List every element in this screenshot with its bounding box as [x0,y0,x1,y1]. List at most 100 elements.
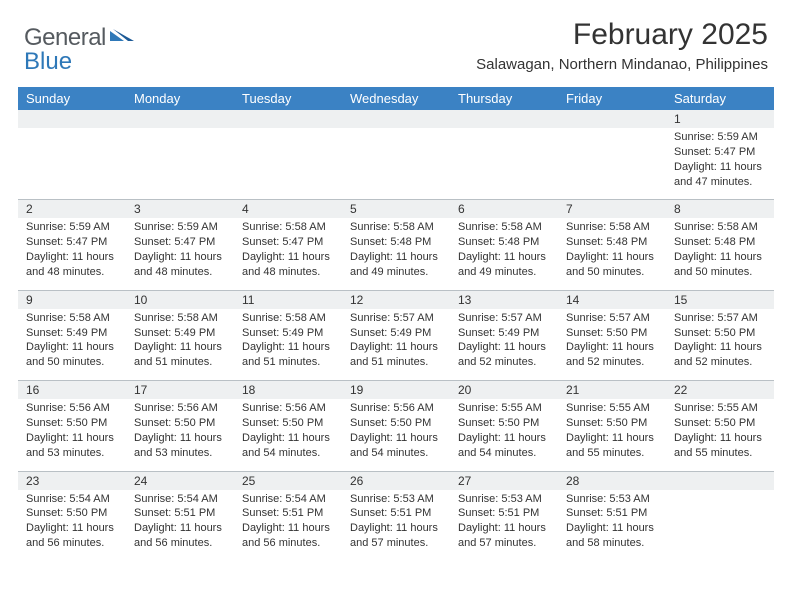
daylight-line: Daylight: 11 hours and 51 minutes. [134,340,226,370]
day-info-cell [126,128,234,200]
sunset-line: Sunset: 5:47 PM [26,235,118,250]
day-header: Friday [558,87,666,110]
day-info-cell: Sunrise: 5:58 AMSunset: 5:48 PMDaylight:… [450,218,558,290]
day-info-cell: Sunrise: 5:55 AMSunset: 5:50 PMDaylight:… [666,399,774,471]
daylight-line: Daylight: 11 hours and 58 minutes. [566,521,658,551]
sunrise-line: Sunrise: 5:59 AM [26,220,118,235]
day-info-cell: Sunrise: 5:53 AMSunset: 5:51 PMDaylight:… [450,490,558,561]
day-info-cell: Sunrise: 5:57 AMSunset: 5:49 PMDaylight:… [342,309,450,381]
daylight-line: Daylight: 11 hours and 51 minutes. [350,340,442,370]
brand-logo: General [24,18,136,52]
daynum-row: 16171819202122 [18,381,774,400]
daylight-line: Daylight: 11 hours and 56 minutes. [242,521,334,551]
day-number-cell: 6 [450,200,558,219]
daylight-line: Daylight: 11 hours and 53 minutes. [26,431,118,461]
day-info-cell: Sunrise: 5:59 AMSunset: 5:47 PMDaylight:… [666,128,774,200]
day-header-row: Sunday Monday Tuesday Wednesday Thursday… [18,87,774,110]
sunrise-line: Sunrise: 5:56 AM [242,401,334,416]
day-info-cell [450,128,558,200]
sunset-line: Sunset: 5:51 PM [242,506,334,521]
dayinfo-row: Sunrise: 5:54 AMSunset: 5:50 PMDaylight:… [18,490,774,561]
daylight-line: Daylight: 11 hours and 47 minutes. [674,160,766,190]
brand-mark-icon [110,25,134,46]
day-info-cell: Sunrise: 5:58 AMSunset: 5:49 PMDaylight:… [18,309,126,381]
day-number-cell: 16 [18,381,126,400]
daynum-row: 9101112131415 [18,290,774,309]
sunset-line: Sunset: 5:50 PM [242,416,334,431]
day-info-cell: Sunrise: 5:58 AMSunset: 5:48 PMDaylight:… [342,218,450,290]
sunrise-line: Sunrise: 5:56 AM [26,401,118,416]
day-number-cell: 27 [450,471,558,490]
day-number-cell: 24 [126,471,234,490]
day-info-cell: Sunrise: 5:55 AMSunset: 5:50 PMDaylight:… [450,399,558,471]
daynum-row: 232425262728 [18,471,774,490]
sunrise-line: Sunrise: 5:59 AM [674,130,766,145]
day-number-cell: 23 [18,471,126,490]
day-number-cell [234,110,342,128]
day-number-cell: 17 [126,381,234,400]
daylight-line: Daylight: 11 hours and 54 minutes. [242,431,334,461]
day-number-cell: 1 [666,110,774,128]
day-info-cell: Sunrise: 5:53 AMSunset: 5:51 PMDaylight:… [342,490,450,561]
daynum-row: 1 [18,110,774,128]
day-number-cell: 12 [342,290,450,309]
day-number-cell: 20 [450,381,558,400]
sunset-line: Sunset: 5:50 PM [674,416,766,431]
day-number-cell: 2 [18,200,126,219]
calendar-body: 1Sunrise: 5:59 AMSunset: 5:47 PMDaylight… [18,110,774,561]
sunset-line: Sunset: 5:50 PM [458,416,550,431]
sunrise-line: Sunrise: 5:53 AM [350,492,442,507]
day-info-cell: Sunrise: 5:58 AMSunset: 5:49 PMDaylight:… [126,309,234,381]
day-number-cell [666,471,774,490]
daylight-line: Daylight: 11 hours and 51 minutes. [242,340,334,370]
sunset-line: Sunset: 5:47 PM [674,145,766,160]
day-number-cell: 13 [450,290,558,309]
day-number-cell [18,110,126,128]
location-subtitle: Salawagan, Northern Mindanao, Philippine… [476,56,768,73]
day-header: Sunday [18,87,126,110]
dayinfo-row: Sunrise: 5:59 AMSunset: 5:47 PMDaylight:… [18,218,774,290]
day-info-cell [234,128,342,200]
day-info-cell: Sunrise: 5:57 AMSunset: 5:50 PMDaylight:… [558,309,666,381]
dayinfo-row: Sunrise: 5:58 AMSunset: 5:49 PMDaylight:… [18,309,774,381]
sunrise-line: Sunrise: 5:55 AM [458,401,550,416]
day-number-cell: 25 [234,471,342,490]
sunrise-line: Sunrise: 5:53 AM [458,492,550,507]
sunset-line: Sunset: 5:48 PM [458,235,550,250]
sunrise-line: Sunrise: 5:58 AM [242,311,334,326]
sunset-line: Sunset: 5:49 PM [134,326,226,341]
day-info-cell: Sunrise: 5:59 AMSunset: 5:47 PMDaylight:… [18,218,126,290]
brand-part2: Blue [24,48,72,76]
sunset-line: Sunset: 5:49 PM [458,326,550,341]
sunset-line: Sunset: 5:49 PM [242,326,334,341]
day-info-cell [342,128,450,200]
day-info-cell: Sunrise: 5:58 AMSunset: 5:47 PMDaylight:… [234,218,342,290]
month-title: February 2025 [476,18,768,52]
page-header: General February 2025 Salawagan, Norther… [0,0,792,79]
daylight-line: Daylight: 11 hours and 56 minutes. [26,521,118,551]
day-info-cell: Sunrise: 5:59 AMSunset: 5:47 PMDaylight:… [126,218,234,290]
daylight-line: Daylight: 11 hours and 55 minutes. [674,431,766,461]
dayinfo-row: Sunrise: 5:56 AMSunset: 5:50 PMDaylight:… [18,399,774,471]
daylight-line: Daylight: 11 hours and 52 minutes. [674,340,766,370]
sunrise-line: Sunrise: 5:58 AM [458,220,550,235]
sunrise-line: Sunrise: 5:55 AM [566,401,658,416]
day-header: Monday [126,87,234,110]
day-info-cell [18,128,126,200]
daylight-line: Daylight: 11 hours and 49 minutes. [458,250,550,280]
day-number-cell [558,110,666,128]
sunset-line: Sunset: 5:51 PM [350,506,442,521]
day-header: Saturday [666,87,774,110]
daylight-line: Daylight: 11 hours and 57 minutes. [350,521,442,551]
sunrise-line: Sunrise: 5:58 AM [350,220,442,235]
sunrise-line: Sunrise: 5:53 AM [566,492,658,507]
daylight-line: Daylight: 11 hours and 48 minutes. [26,250,118,280]
daynum-row: 2345678 [18,200,774,219]
day-info-cell: Sunrise: 5:56 AMSunset: 5:50 PMDaylight:… [18,399,126,471]
day-info-cell [666,490,774,561]
sunset-line: Sunset: 5:51 PM [134,506,226,521]
daylight-line: Daylight: 11 hours and 52 minutes. [566,340,658,370]
daylight-line: Daylight: 11 hours and 49 minutes. [350,250,442,280]
day-number-cell: 14 [558,290,666,309]
sunset-line: Sunset: 5:47 PM [134,235,226,250]
